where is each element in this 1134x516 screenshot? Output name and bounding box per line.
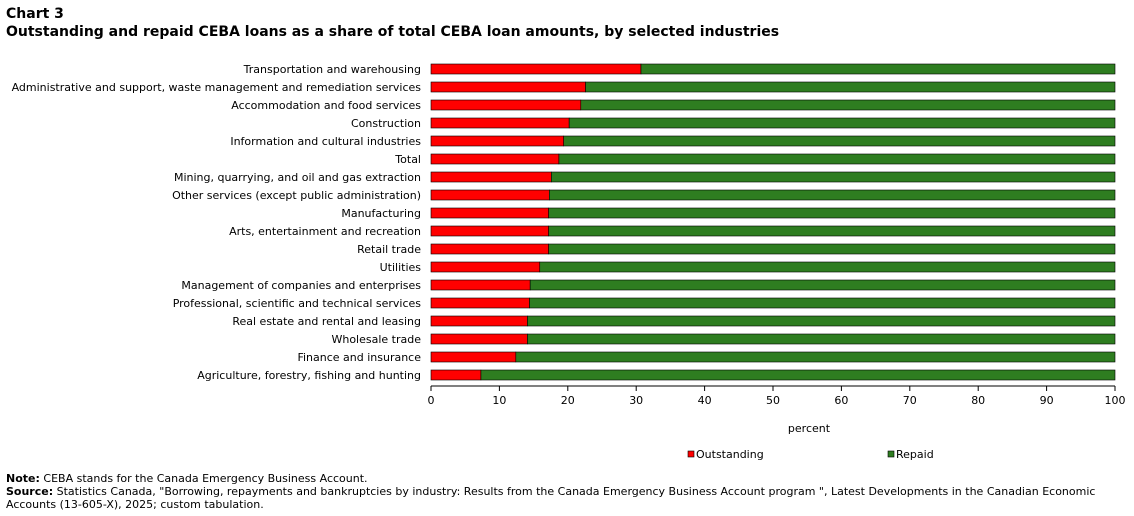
chart-heading: Chart 3 Outstanding and repaid CEBA loan… [6,5,779,41]
bar-repaid [549,189,1116,201]
bar-repaid [527,333,1116,345]
x-tick-label: 80 [971,394,985,407]
bar-repaid [548,225,1116,237]
x-tick-label: 90 [1040,394,1054,407]
category-label: Agriculture, forestry, fishing and hunti… [197,369,421,382]
chart-title: Outstanding and repaid CEBA loans as a s… [6,24,780,40]
category-label: Professional, scientific and technical s… [173,297,422,310]
category-label: Accommodation and food services [231,99,421,112]
category-label: Information and cultural industries [230,135,421,148]
source-line: Source: Statistics Canada, "Borrowing, r… [6,485,1128,511]
bar-outstanding [430,261,541,273]
bar-outstanding [430,117,570,129]
category-labels: Transportation and warehousing Administra… [12,63,422,382]
category-label: Transportation and warehousing [243,63,421,76]
note-text: CEBA stands for the Canada Emergency Bus… [43,472,368,485]
bar-repaid [580,99,1116,111]
legend-label-outstanding: Outstanding [696,448,764,461]
category-label: Mining, quarrying, and oil and gas extra… [174,171,421,184]
bar-repaid [480,369,1116,381]
x-tick-label: 20 [561,394,575,407]
bar-repaid [585,81,1116,93]
bar-repaid [558,153,1116,165]
source-text: Statistics Canada, "Borrowing, repayment… [6,485,1096,511]
x-tick-label: 0 [428,394,435,407]
category-label: Retail trade [357,243,421,256]
bars [430,63,1116,381]
x-tick-label: 50 [766,394,780,407]
category-label: Real estate and rental and leasing [232,315,421,328]
chart-notes: Note: CEBA stands for the Canada Emergen… [6,472,1128,511]
category-label: Construction [351,117,421,130]
bar-repaid [548,207,1116,219]
category-label: Arts, entertainment and recreation [229,225,421,238]
source-label: Source: [6,485,54,498]
x-tick-label: 70 [903,394,917,407]
bar-outstanding [430,243,549,255]
x-axis: 0 10 20 30 40 50 60 70 80 90 100 [428,385,1126,407]
bar-outstanding [430,333,528,345]
category-label: Management of companies and enterprises [181,279,421,292]
bar-outstanding [430,351,517,363]
bar-outstanding [430,99,582,111]
bar-repaid [640,63,1116,75]
category-label: Finance and insurance [297,351,421,364]
bar-outstanding [430,297,530,309]
category-label: Total [394,153,421,166]
legend-swatch-repaid [887,450,895,458]
bar-repaid [563,135,1116,147]
category-label: Wholesale trade [331,333,421,346]
category-label: Manufacturing [341,207,421,220]
bar-outstanding [430,315,528,327]
bar-repaid [529,297,1116,309]
x-tick-label: 60 [834,394,848,407]
bar-repaid [515,351,1116,363]
note-line: Note: CEBA stands for the Canada Emergen… [6,472,1128,485]
bar-outstanding [430,81,586,93]
x-tick-label: 100 [1105,394,1126,407]
category-label: Administrative and support, waste manage… [12,81,422,94]
bar-outstanding [430,279,531,291]
x-tick-label: 10 [492,394,506,407]
bar-outstanding [430,63,642,75]
bar-repaid [568,117,1116,129]
category-label: Other services (except public administra… [172,189,421,202]
bar-outstanding [430,153,560,165]
bar-outstanding [430,171,552,183]
x-tick-label: 30 [629,394,643,407]
bar-outstanding [430,207,549,219]
bar-repaid [548,243,1116,255]
bar-outstanding [430,369,482,381]
legend-swatch-outstanding [687,450,695,458]
note-label: Note: [6,472,40,485]
bar-repaid [551,171,1116,183]
legend: Outstanding Repaid [687,448,934,461]
bar-repaid [539,261,1116,273]
bar-repaid [529,279,1116,291]
x-tick-label: 40 [698,394,712,407]
bar-repaid [527,315,1116,327]
stacked-bar-chart: Transportation and warehousing Administra… [12,63,1126,461]
bar-outstanding [430,225,549,237]
chart-number: Chart 3 [6,6,64,22]
category-label: Utilities [380,261,422,274]
legend-label-repaid: Repaid [896,448,934,461]
x-axis-label: percent [788,422,831,435]
bar-outstanding [430,135,564,147]
bar-outstanding [430,189,550,201]
